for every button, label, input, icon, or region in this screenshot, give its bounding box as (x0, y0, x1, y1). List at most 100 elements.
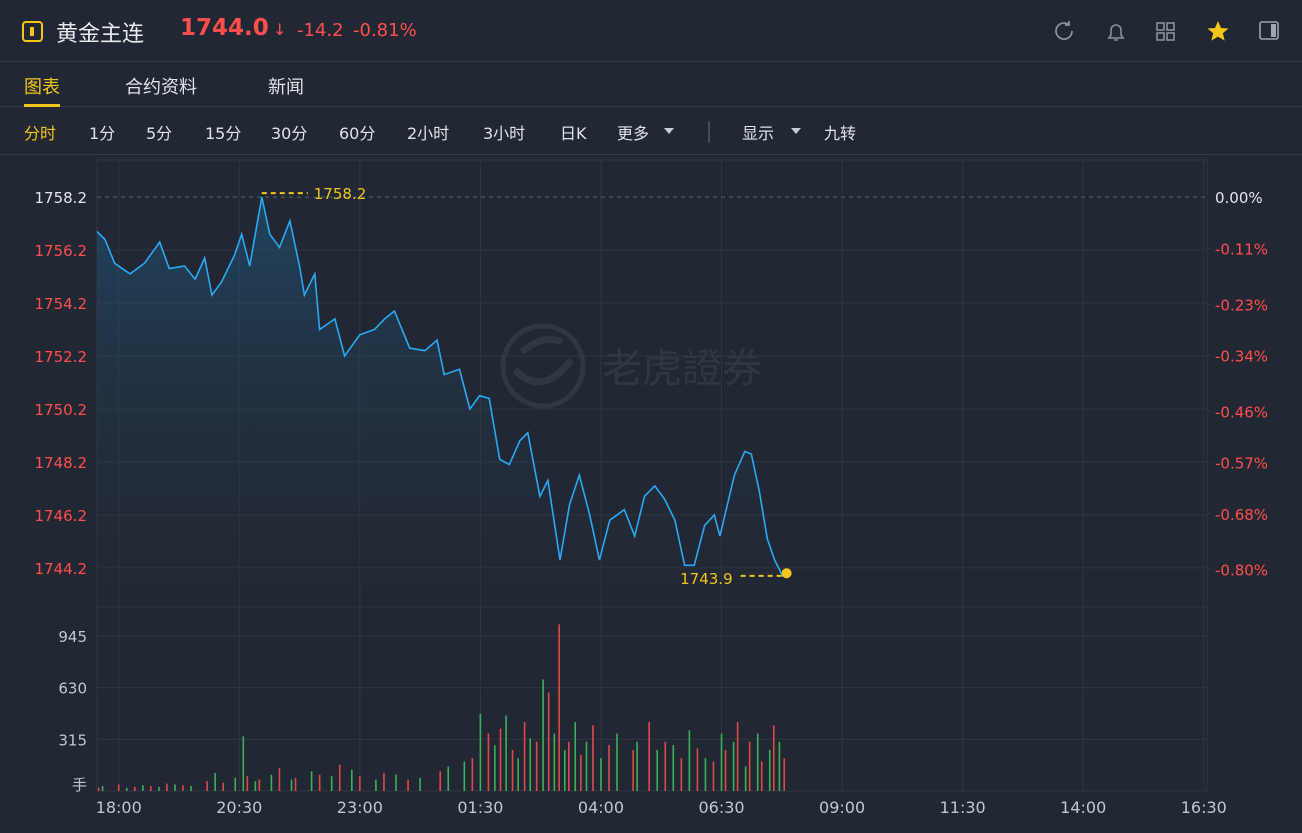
volume-bar (350, 769, 353, 791)
volume-bar (125, 787, 128, 791)
alert-icon[interactable] (1107, 24, 1125, 41)
interval-button[interactable]: 15分 (205, 124, 242, 143)
price-line (96, 196, 788, 578)
volume-bar (672, 745, 675, 791)
y-tick-label: 945 (58, 628, 87, 646)
min-label: 1743.9 (680, 570, 733, 588)
volume-bar (419, 777, 421, 791)
option-button[interactable]: 显示 (742, 124, 775, 143)
volume-bar (290, 779, 293, 791)
volume-bar (142, 785, 144, 791)
volume-bar (680, 758, 683, 791)
volume-bar (318, 774, 321, 791)
volume-bar (736, 722, 739, 791)
price-change-pct: -0.81% (353, 20, 417, 41)
volume-bar (182, 785, 184, 791)
x-tick-label: 23:00 (337, 798, 383, 817)
volume-bar (553, 733, 556, 791)
x-tick-label: 14:00 (1060, 798, 1106, 817)
volume-bar (535, 741, 538, 791)
header: 黄金主连 1744.0 ↓ -14.2 -0.81% (0, 0, 1302, 62)
volume-bar (720, 733, 723, 791)
x-tick-label: 06:30 (698, 798, 744, 817)
volume-bar (487, 733, 490, 791)
x-tick-label: 11:30 (940, 798, 986, 817)
volume-bar (359, 776, 361, 791)
volume-bar (664, 741, 667, 791)
tab[interactable]: 合约资料 (125, 77, 197, 98)
last-price: 1744.0 (180, 15, 269, 41)
y-tick-label: 1752.2 (35, 348, 88, 366)
volume-bar (246, 776, 249, 791)
volume-bar (206, 781, 208, 791)
volume-bar (278, 768, 281, 791)
volume-bar (574, 722, 577, 791)
volume-bar (505, 715, 507, 791)
volume-bar (704, 758, 707, 791)
price-change: -14.2 (297, 20, 344, 41)
volume-bar (254, 781, 257, 791)
volume-bar (772, 725, 775, 791)
interval-button[interactable]: 5分 (146, 124, 173, 143)
watermark-text: 老虎證券 (602, 346, 762, 392)
volume-bar (407, 779, 409, 791)
volume-bar (744, 766, 747, 791)
dropdown-caret (791, 128, 801, 134)
volume-bar (330, 776, 333, 791)
volume-bar (760, 761, 763, 791)
y-tick-label: 630 (58, 680, 87, 698)
volume-bar (234, 777, 237, 791)
x-tick-label: 09:00 (819, 798, 865, 817)
volume-bar (558, 624, 560, 791)
volume-bar (696, 748, 699, 791)
volume-bar (310, 771, 313, 791)
volume-bar (580, 754, 582, 791)
volume-bar (600, 758, 602, 791)
tab[interactable]: 新闻 (268, 77, 304, 98)
option-button[interactable]: 九转 (824, 124, 857, 143)
y-tick-label: 1758.2 (35, 189, 88, 207)
favorite-icon[interactable] (1207, 21, 1229, 41)
y-tick-label: 1744.2 (35, 560, 88, 578)
x-tick-label: 16:30 (1181, 798, 1227, 817)
interval-button[interactable]: 30分 (271, 124, 308, 143)
volume-bar (270, 774, 273, 791)
interval-button[interactable]: 分时 (24, 124, 57, 143)
volume-bar (479, 713, 482, 791)
volume-bar (447, 766, 450, 791)
panel-icon[interactable] (1259, 21, 1279, 40)
y2-tick-label: -0.57% (1215, 455, 1268, 473)
volume-bar (439, 771, 442, 791)
volume-bar (517, 758, 519, 791)
volume-bar (756, 733, 759, 791)
x-tick-label: 20:30 (216, 798, 262, 817)
layout-icon[interactable] (1156, 22, 1175, 41)
tab[interactable]: 图表 (24, 73, 60, 107)
volume-bar (375, 779, 377, 791)
volume-bar (529, 738, 532, 791)
price-area (97, 197, 787, 605)
toolbar-icons (1055, 21, 1279, 41)
interval-button[interactable]: 日K (560, 124, 587, 143)
volume-bar (608, 745, 610, 791)
refresh-icon[interactable] (1055, 21, 1073, 40)
volume-bar (258, 779, 261, 791)
volume-bar (748, 741, 751, 791)
volume-bar (547, 692, 550, 791)
interval-button[interactable]: 2小时 (407, 124, 450, 143)
volume-bar (563, 749, 566, 791)
volume-bar (688, 730, 691, 791)
volume-bar (158, 786, 160, 791)
separator (708, 121, 710, 143)
interval-button[interactable]: 更多 (617, 124, 650, 143)
interval-button[interactable]: 3小时 (483, 124, 526, 143)
volume-bar (542, 679, 544, 791)
interval-button[interactable]: 60分 (339, 124, 376, 143)
y-tick-label: 1756.2 (35, 242, 88, 260)
volume-bar (499, 728, 502, 791)
y-tick-label: 1746.2 (35, 507, 88, 525)
interval-button[interactable]: 1分 (89, 124, 116, 143)
volume-bar (294, 777, 297, 791)
